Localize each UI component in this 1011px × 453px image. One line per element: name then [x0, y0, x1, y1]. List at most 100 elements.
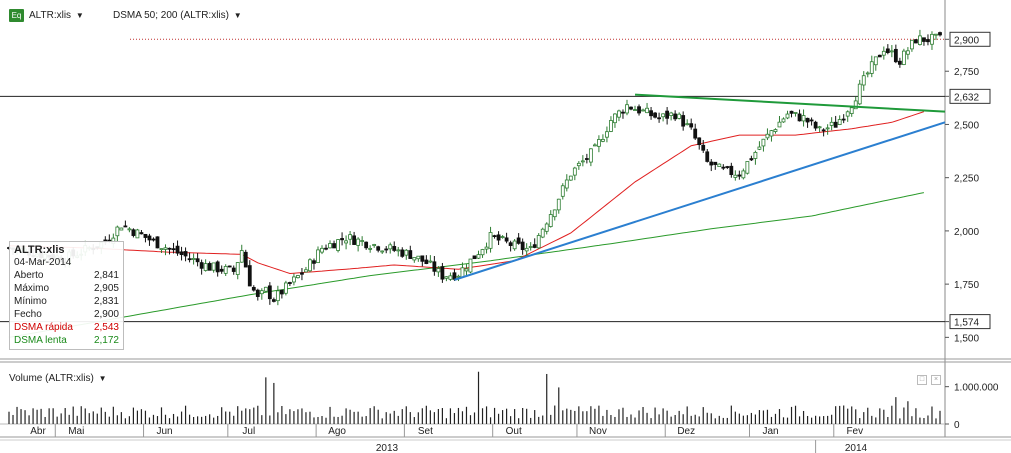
candle [849, 107, 854, 114]
candle [717, 163, 722, 168]
candle [500, 236, 505, 238]
candle [564, 179, 569, 189]
candle [223, 266, 228, 274]
candle [279, 289, 284, 295]
candle [292, 276, 296, 283]
candle [472, 255, 477, 260]
triangle-down-icon[interactable]: ▼ [98, 374, 107, 383]
candle [873, 56, 878, 66]
candle [199, 262, 204, 269]
candle [147, 235, 152, 241]
candle [934, 33, 938, 36]
candle [432, 261, 437, 272]
triangle-down-icon[interactable]: ▼ [233, 11, 242, 20]
close-icon[interactable]: × [931, 375, 941, 385]
candle [809, 119, 814, 122]
candle [677, 113, 682, 119]
candle [380, 250, 385, 253]
candle [757, 146, 762, 150]
price-tick-label: 2,900 [954, 35, 979, 46]
candle [119, 227, 124, 231]
month-label: Out [506, 426, 522, 437]
candle [544, 223, 549, 232]
candle [793, 112, 798, 114]
candle [737, 174, 742, 177]
volume-tick-label: 0 [954, 420, 960, 431]
candle [392, 246, 397, 251]
candle [673, 113, 678, 120]
candle [328, 243, 332, 249]
candle [255, 289, 260, 297]
candle [681, 115, 686, 127]
resistance-trendline [634, 93, 946, 113]
legend-date: 04-Mar-2014 [14, 257, 72, 268]
candle [247, 265, 252, 287]
candle [464, 268, 469, 272]
candle [905, 50, 910, 55]
candle [424, 259, 429, 264]
candle [865, 72, 870, 75]
candle [697, 137, 702, 146]
candle [821, 129, 826, 132]
candle [215, 261, 220, 273]
candle [528, 246, 533, 248]
candle [460, 267, 465, 278]
candle [308, 259, 312, 272]
candle [288, 282, 292, 284]
triangle-down-icon[interactable]: ▼ [75, 11, 84, 20]
candle [275, 290, 280, 302]
support-trendline [454, 121, 946, 281]
candle [817, 126, 822, 129]
candle [588, 148, 593, 163]
candle [881, 50, 886, 56]
candle [159, 248, 164, 251]
candle [857, 83, 862, 105]
candle [231, 267, 236, 272]
candle [926, 39, 930, 43]
legend-row: Mínimo 2,831 [14, 296, 119, 307]
candle [179, 251, 184, 256]
volume-title[interactable]: Volume (ALTR:xlis) ▼ [9, 373, 107, 384]
price-tick-label: 2,632 [954, 92, 979, 103]
candle [259, 290, 264, 295]
candle [661, 113, 666, 118]
candle [492, 235, 497, 238]
candle [853, 100, 858, 110]
candle [135, 229, 140, 239]
price-label-box [949, 88, 991, 104]
candle [207, 263, 212, 271]
candle [893, 48, 898, 63]
indicator-title[interactable]: DSMA 50; 200 (ALTR:xlis) ▼ [113, 9, 242, 23]
year-label: 2013 [376, 443, 399, 453]
candle [267, 285, 272, 300]
candle [420, 255, 425, 262]
candle [532, 244, 537, 248]
candle [801, 115, 806, 122]
month-label: Mai [68, 426, 84, 437]
candle [436, 268, 441, 273]
price-label-box [949, 31, 991, 47]
candle [685, 123, 690, 126]
candle [163, 247, 168, 250]
candle [376, 246, 381, 251]
candle [388, 244, 393, 250]
month-label: Jul [242, 426, 255, 437]
price-label-box [949, 314, 991, 330]
symbol-title[interactable]: ALTR:xlis ▼ [29, 9, 84, 23]
candle [304, 269, 308, 273]
candle [227, 265, 232, 268]
candle [368, 247, 373, 250]
candle [761, 138, 766, 147]
candle [657, 117, 661, 120]
candle [444, 276, 449, 279]
volume-tick-label: 1.000.000 [954, 383, 999, 394]
candle [621, 111, 625, 114]
candle [613, 113, 617, 124]
candle [123, 225, 128, 228]
price-tick-label: 2,000 [954, 227, 979, 238]
eq-icon[interactable]: Eq [9, 9, 24, 22]
month-label: Fev [846, 426, 863, 437]
maximize-icon[interactable]: □ [917, 375, 927, 385]
candle [300, 272, 304, 275]
